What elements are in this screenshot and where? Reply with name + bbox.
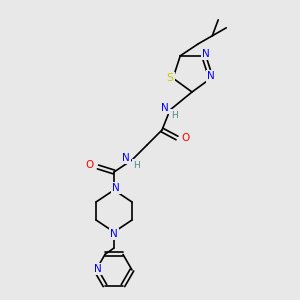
Text: S: S xyxy=(167,73,173,83)
Text: N: N xyxy=(202,49,210,59)
Text: H: H xyxy=(171,110,177,119)
Text: N: N xyxy=(110,229,118,239)
Text: O: O xyxy=(181,133,189,143)
Text: H: H xyxy=(134,160,140,169)
Text: N: N xyxy=(112,183,120,193)
Text: N: N xyxy=(94,264,102,274)
Text: N: N xyxy=(207,71,215,81)
Text: O: O xyxy=(86,160,94,170)
Text: N: N xyxy=(122,153,130,163)
Text: N: N xyxy=(161,103,169,113)
